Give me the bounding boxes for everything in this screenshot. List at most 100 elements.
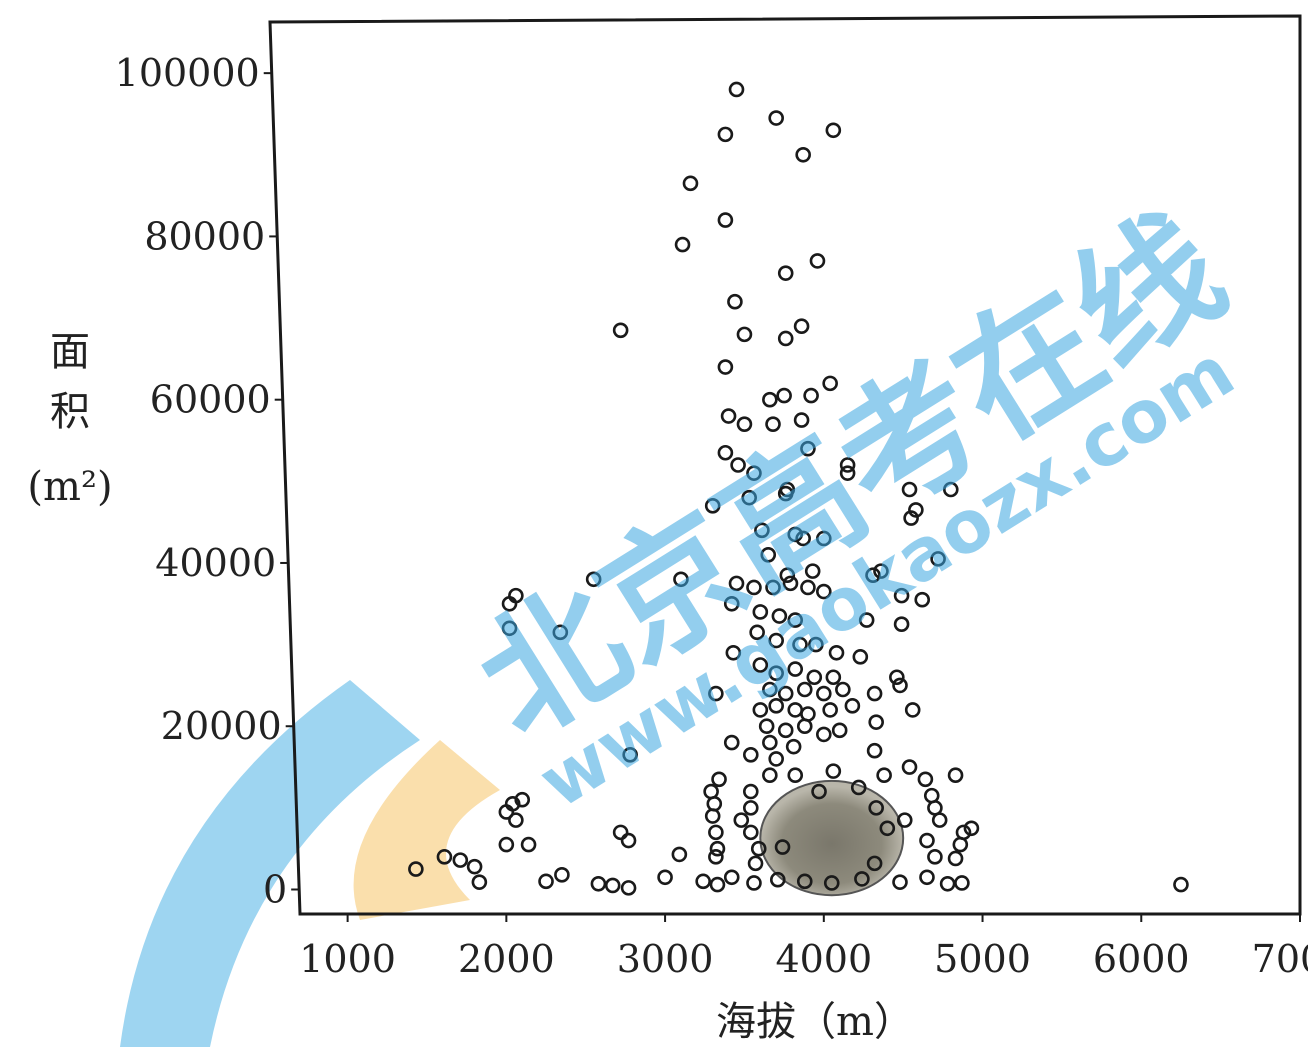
data-point: [708, 849, 724, 865]
data-point: [825, 763, 842, 779]
data-point: [717, 212, 734, 228]
watermark: 北京高考在线 www.gaokaozx.com: [452, 185, 1251, 824]
data-point: [942, 481, 959, 498]
data-point: [793, 318, 810, 335]
y-tick-label: 100000: [115, 51, 260, 95]
data-point: [839, 457, 856, 473]
data-point: [879, 820, 896, 837]
data-point: [785, 738, 802, 755]
data-point: [822, 375, 838, 392]
data-point: [914, 591, 931, 608]
data-point: [508, 812, 524, 828]
data-point: [901, 481, 918, 498]
data-point: [604, 877, 621, 894]
data-point: [850, 779, 867, 796]
data-point: [804, 563, 821, 579]
data-point: [809, 253, 826, 269]
data-point: [901, 759, 918, 775]
data-point: [768, 698, 784, 714]
data-point: [471, 874, 488, 890]
data-point: [908, 502, 924, 518]
watermark-logo: [120, 680, 500, 1047]
data-point: [963, 820, 980, 837]
data-point: [709, 876, 726, 893]
data-point: [782, 575, 799, 592]
y-tick-label: 60000: [150, 378, 271, 422]
x-axis-title: 海拔（m）: [716, 999, 914, 1045]
x-tick-label: 5000: [934, 937, 1031, 981]
y-tick-label: 0: [263, 868, 287, 912]
data-point: [919, 869, 935, 886]
data-point: [825, 122, 842, 139]
data-point: [858, 612, 875, 628]
x-tick-label: 3000: [617, 937, 714, 981]
data-point: [808, 636, 824, 653]
data-point: [620, 832, 637, 849]
data-point: [723, 595, 740, 612]
data-point: [919, 832, 935, 849]
data-point: [795, 530, 811, 547]
data-point: [893, 587, 910, 604]
data-point: [554, 867, 570, 883]
watermark-cn: 北京高考在线: [452, 185, 1251, 768]
data-point: [436, 849, 453, 865]
data-point: [728, 81, 745, 98]
x-axis-ticks: 1000 2000 3000 4000 5000 6000 7000: [299, 914, 1308, 981]
data-point: [620, 880, 637, 896]
data-point: [806, 669, 823, 686]
dense-cluster-group: [759, 779, 905, 897]
data-point: [498, 804, 515, 820]
data-point: [657, 869, 673, 886]
x-tick-label: 7000: [1252, 937, 1308, 981]
data-point: [787, 767, 804, 784]
data-point: [892, 677, 908, 694]
data-point: [800, 579, 816, 596]
data-point: [844, 698, 861, 714]
data-point: [811, 783, 827, 800]
data-point: [822, 702, 838, 718]
data-point: [816, 530, 832, 547]
data-point: [816, 685, 832, 702]
data-point: [787, 526, 804, 543]
data-point: [868, 800, 884, 816]
data-point: [723, 869, 740, 886]
data-point: [765, 579, 781, 596]
data-point: [866, 855, 883, 872]
data-point: [771, 608, 788, 624]
data-point: [823, 875, 840, 891]
data-point: [706, 795, 723, 812]
data-point: [762, 391, 778, 408]
data-point: [768, 110, 784, 126]
x-tick-label: 2000: [458, 937, 555, 981]
data-point: [552, 624, 569, 641]
data-point: [917, 771, 934, 788]
data-point: [765, 416, 781, 432]
data-point: [777, 330, 794, 347]
data-point: [498, 836, 515, 853]
y-axis-title-line-1: 面: [50, 329, 90, 375]
data-point: [839, 465, 856, 481]
data-point: [720, 408, 737, 424]
y-tick-label: 80000: [144, 214, 265, 258]
data-point: [903, 510, 919, 526]
y-axis-title-line-3: (m²): [27, 464, 112, 510]
data-point: [408, 861, 424, 877]
data-point: [746, 875, 762, 891]
data-point: [704, 808, 721, 824]
y-tick-label: 40000: [155, 541, 276, 585]
data-point: [866, 742, 883, 759]
data-point: [779, 481, 796, 498]
data-point: [612, 824, 629, 841]
data-point: [854, 871, 870, 887]
y-axis-title-line-2: 积: [50, 389, 90, 435]
data-point: [923, 787, 940, 804]
data-point: [816, 726, 832, 743]
data-points-group: [408, 81, 1189, 896]
data-point: [787, 612, 804, 628]
data-point: [947, 767, 964, 784]
data-point: [674, 236, 691, 253]
data-point: [787, 702, 804, 718]
data-point: [774, 839, 791, 855]
data-point: [742, 747, 759, 763]
data-point: [704, 498, 721, 514]
